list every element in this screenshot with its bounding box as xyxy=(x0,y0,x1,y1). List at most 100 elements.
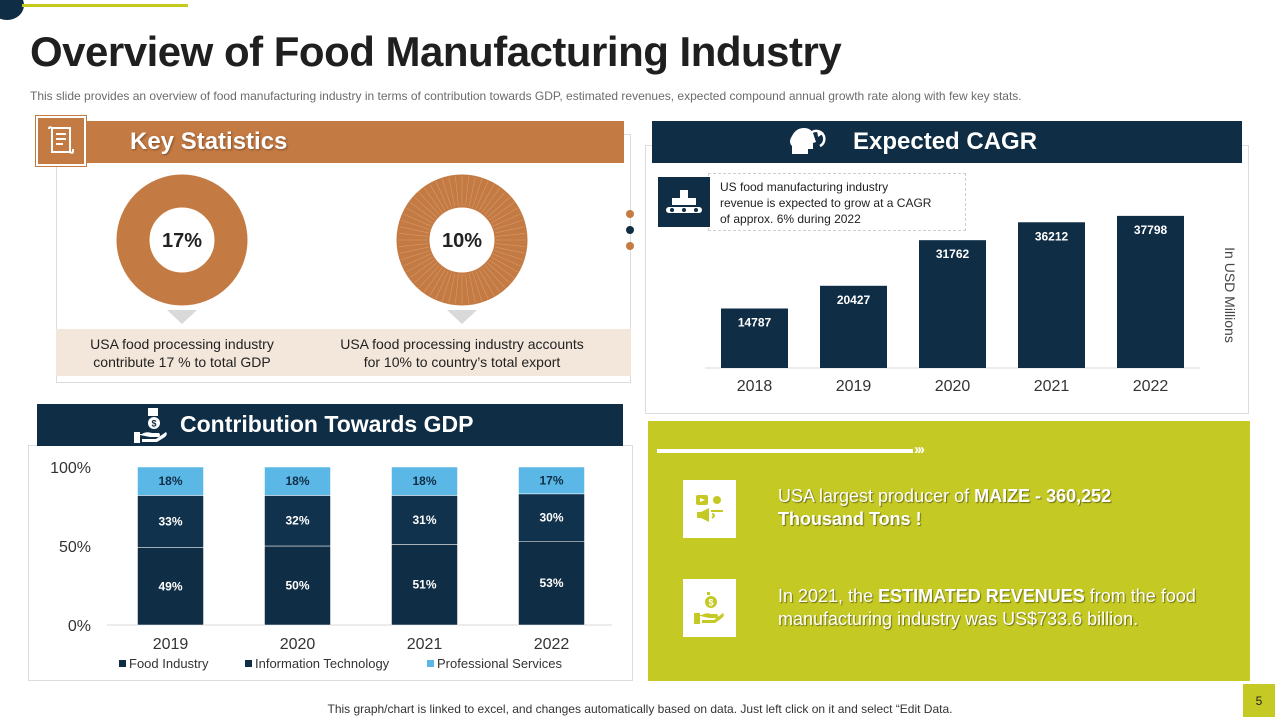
dot xyxy=(626,210,634,218)
media-megaphone-icon xyxy=(683,480,736,538)
stat-value-export: 10% xyxy=(441,230,483,252)
donut-tick xyxy=(475,270,489,299)
fact-highlight: MAIZE - 360,252 xyxy=(974,486,1112,506)
gdp-data-label: 18% xyxy=(412,474,436,488)
donut-chart-gdp xyxy=(116,174,248,306)
gdp-bar-segment xyxy=(391,495,458,545)
donut-tick xyxy=(441,272,452,301)
donut-tick xyxy=(495,243,526,247)
gdp-bar-segment xyxy=(518,493,585,542)
fact-text-part: USA largest producer of xyxy=(778,486,975,506)
donut-tick xyxy=(468,273,476,303)
footer-note: This graph/chart is linked to excel, and… xyxy=(327,702,953,716)
cagr-x-tick: 2022 xyxy=(1133,378,1169,395)
donut-tick xyxy=(481,267,500,292)
fact-line: Thousand Tons ! xyxy=(778,509,922,529)
donut-tick xyxy=(491,207,518,224)
stat-description-line: for 10% to country’s total export xyxy=(363,354,561,370)
donut-tick xyxy=(484,265,506,288)
key-statistics-title: Key Statistics xyxy=(130,128,288,155)
fact-line: USA largest producer of MAIZE - 360,252 xyxy=(778,485,1228,508)
stat-pointer xyxy=(447,310,477,324)
svg-text:$: $ xyxy=(708,598,713,608)
cagr-data-label: 36212 xyxy=(1035,229,1069,243)
donut-tick xyxy=(399,246,429,254)
conveyor-icon xyxy=(658,177,710,227)
donut-tick xyxy=(495,233,526,237)
gdp-y-tick: 100% xyxy=(50,460,91,477)
cagr-bar xyxy=(721,308,788,368)
gdp-data-label: 18% xyxy=(285,474,309,488)
document-icon xyxy=(36,116,86,166)
donut-tick xyxy=(418,265,440,288)
donut-hole xyxy=(431,209,493,271)
page-title: Overview of Food Manufacturing Industry xyxy=(30,28,842,75)
donut-tick xyxy=(472,272,483,301)
gdp-y-tick: 50% xyxy=(59,539,91,556)
gdp-data-label: 32% xyxy=(285,514,309,528)
donut-tick xyxy=(401,219,430,230)
cagr-data-label: 20427 xyxy=(837,293,871,307)
donut-tick xyxy=(455,273,459,304)
donut-tick xyxy=(398,243,429,247)
donut-tick xyxy=(441,179,452,208)
gdp-title: Contribution Towards GDP xyxy=(180,411,474,437)
gdp-data-label: 18% xyxy=(158,474,182,488)
donut-tick xyxy=(435,270,449,299)
stat-description-gdp: USA food processing industry contribute … xyxy=(60,335,304,371)
donut-tick xyxy=(414,262,437,284)
note-line: US food manufacturing industry xyxy=(720,180,889,194)
donut-tick xyxy=(401,250,430,261)
cagr-x-tick: 2018 xyxy=(737,378,773,395)
donut-tick xyxy=(484,192,506,215)
stat-description-line: USA food processing industry accounts xyxy=(340,336,584,352)
cagr-data-label: 31762 xyxy=(936,247,970,261)
donut-tick xyxy=(472,179,483,208)
donut-tick xyxy=(429,269,446,296)
cagr-bar xyxy=(1018,222,1085,368)
donut-tick xyxy=(489,202,514,221)
donut-tick xyxy=(475,181,489,210)
legend-label: Food Industry xyxy=(129,656,209,671)
donut-tick xyxy=(448,177,456,207)
fact-maize: USA largest producer of MAIZE - 360,252 … xyxy=(778,485,1228,531)
cagr-note-text: US food manufacturing industry revenue i… xyxy=(720,179,960,227)
slide-dots xyxy=(626,210,634,258)
cagr-header xyxy=(652,121,1242,163)
cagr-bar xyxy=(919,240,986,368)
page-number: 5 xyxy=(1243,684,1275,717)
donut-tick xyxy=(424,267,443,292)
stat-description-band xyxy=(56,329,631,376)
donut-tick xyxy=(495,246,525,254)
facts-divider xyxy=(657,449,913,453)
gdp-bar-segment xyxy=(391,466,458,496)
donut-tick xyxy=(481,188,500,213)
donut-tick xyxy=(487,196,510,218)
donut-tick-marks xyxy=(398,176,526,304)
fact-highlight: ESTIMATED REVENUES xyxy=(878,586,1085,606)
donut-tick xyxy=(494,219,523,230)
stat-description-line: USA food processing industry xyxy=(90,336,274,352)
cagr-x-tick: 2021 xyxy=(1034,378,1070,395)
donut-tick xyxy=(406,256,433,273)
money-hand-icon: $ xyxy=(683,579,736,637)
gdp-bar-segment xyxy=(137,466,204,496)
donut-tick xyxy=(399,226,429,234)
stat-pointer xyxy=(167,310,197,324)
cagr-bar xyxy=(820,285,887,368)
svg-text:$: $ xyxy=(151,419,156,429)
gdp-data-label: 17% xyxy=(539,473,563,487)
legend-swatch xyxy=(427,660,434,667)
donut-tick xyxy=(465,273,469,304)
fact-revenues: In 2021, the ESTIMATED REVENUES from the… xyxy=(778,585,1228,631)
gdp-data-label: 49% xyxy=(158,579,182,593)
donut-tick xyxy=(492,213,521,227)
chevrons-right-icon: ››› xyxy=(914,441,925,458)
donut-tick xyxy=(410,202,435,221)
gdp-x-tick: 2022 xyxy=(534,636,570,653)
cagr-data-label: 37798 xyxy=(1134,223,1168,237)
gdp-bar-segment xyxy=(137,495,204,548)
facts-panel xyxy=(648,421,1250,681)
gdp-stacked-bar-chart: 0% 50% 100% 49% 33% 18% 2019 50% 32% 18% 2020 51% 31… xyxy=(50,460,612,671)
gdp-x-tick: 2020 xyxy=(280,636,316,653)
